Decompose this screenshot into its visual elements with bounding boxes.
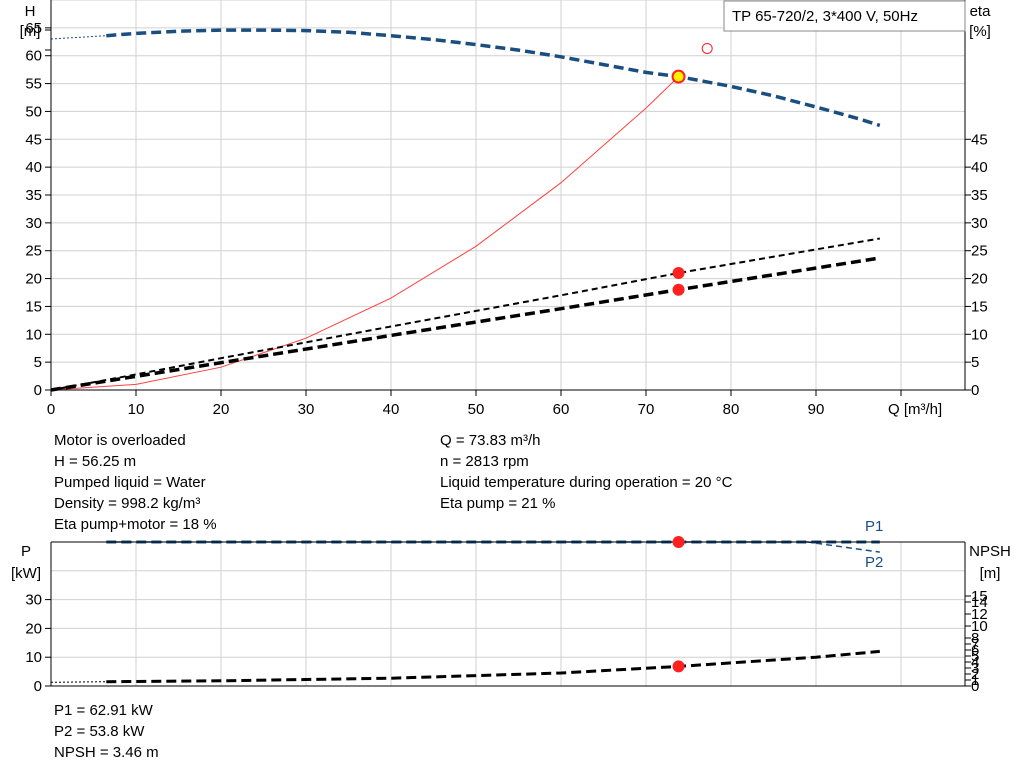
x-tick-label: 60: [553, 401, 570, 418]
npsh-axis-label-unit: [m]: [980, 565, 1001, 582]
info-npsh: NPSH = 3.46 m: [54, 744, 159, 761]
pump-label-box: [723, 0, 966, 32]
y2-tick-label: 45: [971, 131, 988, 148]
info-right: Q = 73.83 m³/h n = 2813 rpm Liquid tempe…: [440, 430, 732, 514]
head-curve-extension: [50, 35, 107, 40]
y-tick-label: 55: [25, 76, 42, 93]
info-head: H = 56.25 m: [54, 453, 137, 470]
p2-curve: [106, 541, 880, 553]
power-marker: [672, 660, 685, 673]
npsh-curve-extension: [50, 681, 107, 683]
y2-tick-label: 4: [971, 654, 979, 671]
head-axis-label-unit: [m]: [20, 23, 41, 40]
y2-tick-label: 3: [971, 660, 979, 677]
info-temperature: Liquid temperature during operation = 20…: [440, 474, 733, 491]
head-curve: [106, 28, 881, 128]
y2-tick-label: 5: [971, 648, 979, 665]
x-tick-label: 0: [47, 401, 55, 418]
y2-tick-label: 0: [971, 382, 979, 399]
p2-series-label: P2: [865, 554, 883, 571]
x-tick-label: 80: [723, 401, 740, 418]
info-flow: Q = 73.83 m³/h: [440, 432, 541, 449]
info-density: Density = 998.2 kg/m³: [54, 495, 201, 512]
info-left: Motor is overloaded H = 56.25 m Pumped l…: [54, 430, 217, 535]
y2-tick-label: 14: [971, 594, 988, 611]
info-p2: P2 = 53.8 kW: [54, 723, 145, 740]
info-p1: P1 = 62.91 kW: [54, 702, 153, 719]
y-tick-label: 15: [25, 298, 42, 315]
info-eta-pump: Eta pump = 21 %: [440, 495, 556, 512]
x-tick-label: 70: [638, 401, 655, 418]
x-tick-label: 20: [213, 401, 230, 418]
npsh-curve: [106, 649, 880, 684]
y2-tick-label: 12: [971, 606, 988, 623]
y2-tick-label: 2: [971, 666, 979, 683]
y-tick-label: 30: [25, 592, 42, 609]
y2-tick-label: 10: [971, 326, 988, 343]
head-axis-label-top: H: [25, 3, 36, 20]
info-liquid: Pumped liquid = Water: [54, 474, 206, 491]
y-tick-label: 30: [25, 215, 42, 232]
eta-total-curve: [50, 256, 881, 392]
y2-tick-label: 10: [971, 618, 988, 635]
y-tick-label: 10: [25, 649, 42, 666]
info-eta-total: Eta pump+motor = 18 %: [54, 516, 217, 533]
eta-marker: [672, 267, 685, 279]
x-tick-label: 10: [128, 401, 145, 418]
y2-tick-label: 20: [971, 271, 988, 288]
y-tick-label: 0: [34, 382, 42, 399]
operating-point: [671, 69, 686, 84]
info-speed: n = 2813 rpm: [440, 453, 529, 470]
npsh-axis-label-top: NPSH: [969, 543, 1011, 560]
x-tick-label: 50: [468, 401, 485, 418]
eta-axis-label-top: eta: [970, 3, 992, 20]
eta-axis-label-unit: [%]: [969, 23, 991, 40]
y-tick-label: 0: [34, 678, 42, 695]
info-motor-status: Motor is overloaded: [54, 432, 186, 449]
y2-tick-label: 25: [971, 243, 988, 260]
y-tick-label: 20: [25, 271, 42, 288]
y-tick-label: 10: [25, 326, 42, 343]
y2-tick-label: 15: [971, 588, 988, 605]
y-tick-label: 50: [25, 103, 42, 120]
y-tick-label: 45: [25, 131, 42, 148]
y2-tick-label: 7: [971, 636, 979, 653]
pump-label: TP 65-720/2, 3*400 V, 50Hz: [732, 8, 918, 25]
eta-marker: [672, 283, 685, 296]
y-tick-label: 35: [25, 187, 42, 204]
y2-tick-label: 35: [971, 187, 988, 204]
x-tick-label: 40: [383, 401, 400, 418]
p1-series-label: P1: [865, 518, 883, 535]
y-tick-label: 20: [25, 620, 42, 637]
power-axis-label-top: P: [21, 543, 31, 560]
y2-tick-label: 0: [971, 678, 979, 695]
y2-tick-label: 8: [971, 630, 979, 647]
power-marker: [672, 536, 685, 548]
y-tick-label: 40: [25, 159, 42, 176]
y2-tick-label: 40: [971, 159, 988, 176]
system-curve: [50, 76, 679, 391]
y2-tick-label: 5: [971, 354, 979, 371]
y-tick-label: 65: [25, 20, 42, 37]
y-tick-label: 25: [25, 243, 42, 260]
eta-pump-curve: [50, 237, 880, 391]
y2-tick-label: 30: [971, 215, 988, 232]
y2-tick-label: 6: [971, 642, 979, 659]
y-tick-label: 60: [25, 48, 42, 65]
y2-tick-label: 1: [971, 672, 979, 689]
x-tick-label: 30: [298, 401, 315, 418]
open-marker: [701, 42, 713, 54]
info-bottom: P1 = 62.91 kW P2 = 53.8 kW NPSH = 3.46 m: [54, 700, 159, 763]
x-tick-label: 90: [808, 401, 825, 418]
y-tick-label: 5: [34, 354, 42, 371]
flow-axis-label: Q [m³/h]: [888, 401, 942, 418]
y2-tick-label: 15: [971, 298, 988, 315]
power-axis-label-unit: [kW]: [11, 565, 41, 582]
